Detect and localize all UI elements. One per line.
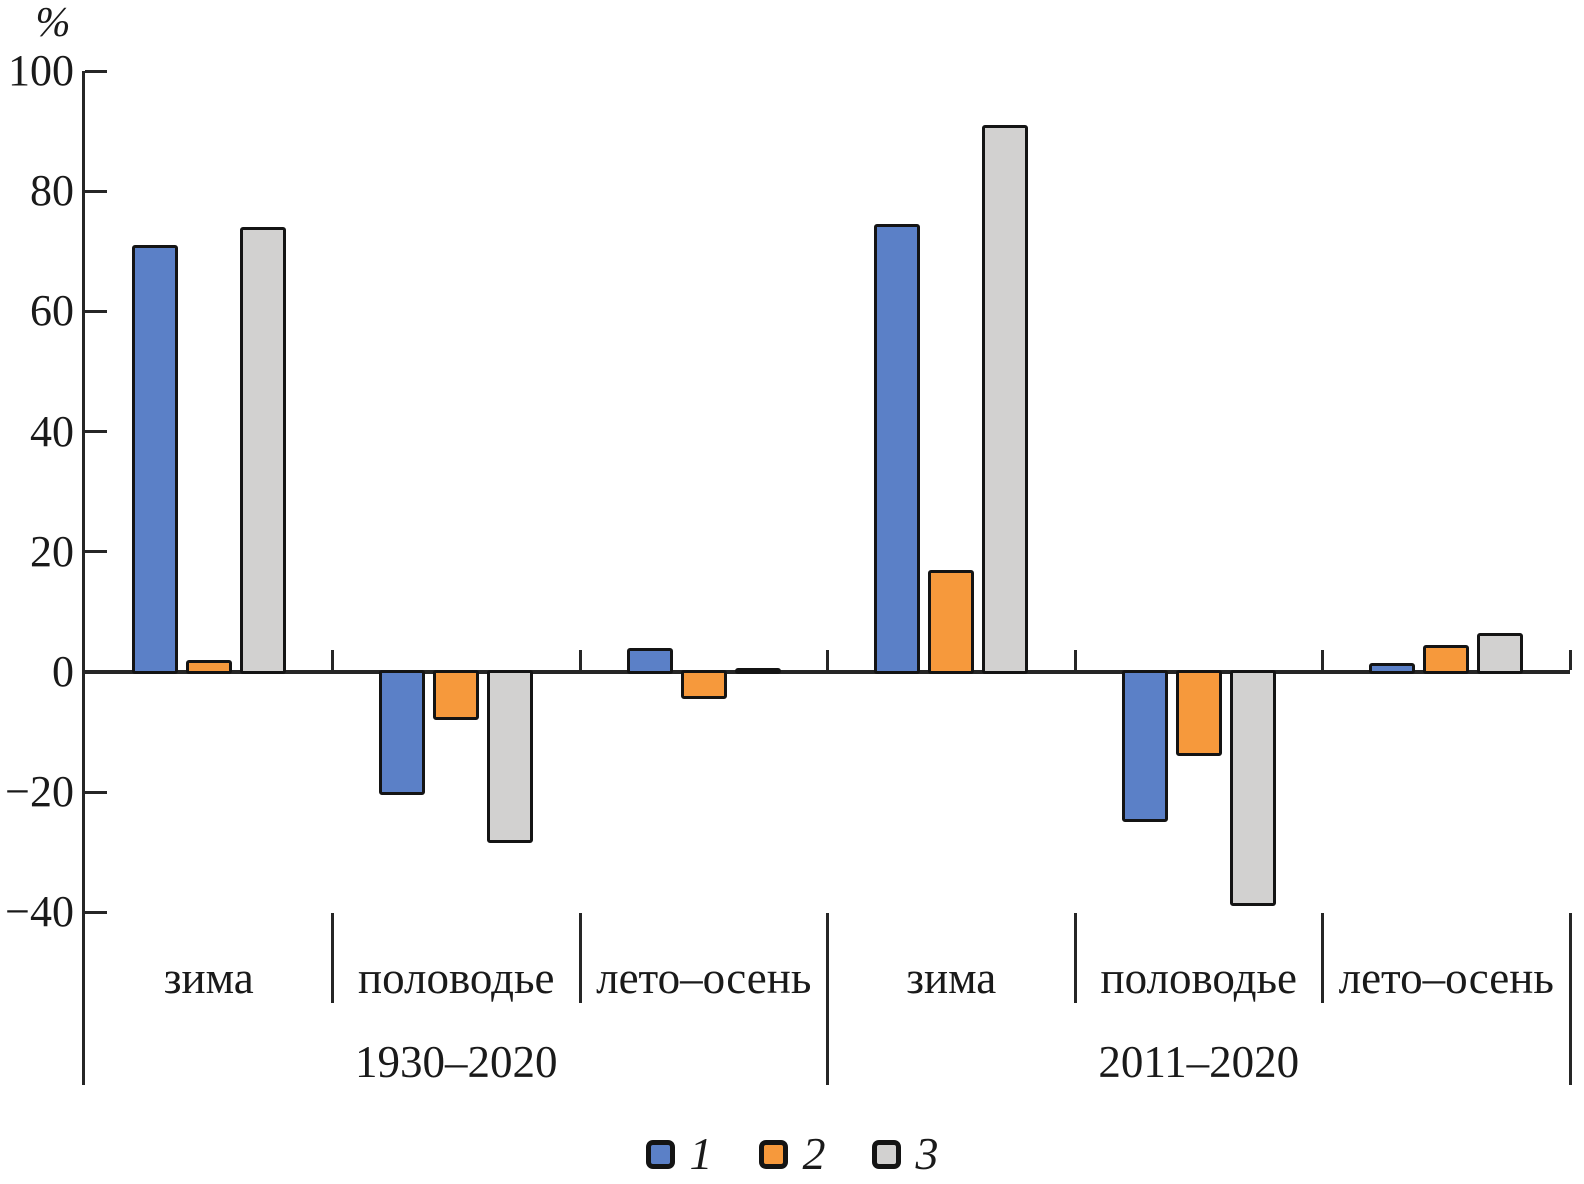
bar-series3-summer-autumn-2011 — [1477, 632, 1524, 674]
chart-legend: 1 2 3 — [0, 1124, 1584, 1184]
legend-item-1: 1 — [645, 1128, 713, 1179]
legend-item-3: 3 — [871, 1128, 939, 1179]
legend-swatch — [758, 1139, 788, 1169]
season-label-flood: половодье — [1100, 953, 1297, 1003]
category-boundary-tick — [1568, 650, 1572, 670]
y-tick-label: 40 — [30, 406, 74, 456]
y-axis-tick — [85, 790, 107, 794]
y-axis-line — [82, 71, 85, 1085]
y-axis-tick — [85, 189, 107, 193]
season-label-winter: зима — [163, 953, 254, 1003]
y-tick-label: −40 — [5, 887, 74, 937]
right-border-line — [1568, 913, 1572, 1085]
bar-series1-summer-autumn-2011 — [1369, 662, 1416, 674]
bar-series2-flood-1930 — [433, 670, 480, 721]
season-separator-line — [1321, 913, 1324, 1003]
legend-swatch — [645, 1139, 675, 1169]
period-separator-line — [826, 913, 829, 1085]
bar-series2-winter-2011 — [928, 569, 975, 674]
y-tick-label: 20 — [30, 526, 74, 576]
y-tick-label: −20 — [5, 767, 74, 817]
bar-series1-flood-2011 — [1121, 670, 1168, 823]
y-tick-label: 0 — [52, 647, 74, 696]
legend-label: 1 — [689, 1128, 713, 1179]
y-axis-tick — [85, 309, 107, 313]
category-boundary-tick — [1321, 650, 1324, 670]
legend-swatch — [871, 1139, 901, 1169]
y-tick-label: 80 — [30, 166, 74, 216]
bar-series3-flood-2011 — [1229, 670, 1276, 907]
bar-series3-winter-1930 — [239, 227, 286, 674]
y-axis-tick — [85, 430, 107, 434]
y-axis-tick — [85, 910, 107, 914]
y-axis-tick — [85, 69, 107, 73]
y-axis-tick — [85, 550, 107, 554]
season-separator-line — [578, 913, 582, 1003]
legend-label: 2 — [802, 1128, 826, 1179]
category-boundary-tick — [578, 650, 582, 670]
y-tick-label: 100 — [8, 46, 74, 95]
season-label-summer-autumn: лето–осень — [1338, 953, 1554, 1003]
bar-series3-summer-autumn-1930 — [734, 667, 781, 674]
bar-series1-winter-1930 — [131, 245, 178, 674]
y-axis-unit-label: % — [35, 0, 71, 46]
bar-series3-winter-2011 — [982, 125, 1029, 674]
zero-axis-line — [82, 670, 1570, 674]
category-boundary-tick — [826, 650, 829, 670]
y-tick-label: 60 — [30, 286, 74, 336]
category-boundary-tick — [331, 650, 334, 670]
season-label-winter: зима — [906, 953, 997, 1003]
category-boundary-tick — [1073, 650, 1077, 670]
legend-item-2: 2 — [758, 1128, 826, 1179]
bar-series2-winter-1930 — [185, 659, 232, 674]
bar-series1-summer-autumn-1930 — [626, 647, 673, 674]
period-label-1930-2020: 1930–2020 — [355, 1037, 558, 1087]
bar-series3-flood-1930 — [487, 670, 534, 844]
bar-series2-summer-autumn-2011 — [1423, 644, 1470, 674]
bar-series2-summer-autumn-1930 — [680, 670, 727, 700]
period-label-2011-2020: 2011–2020 — [1098, 1037, 1300, 1087]
bar-series1-winter-2011 — [874, 224, 921, 674]
bar-series1-flood-1930 — [379, 670, 426, 796]
season-label-summer-autumn: лето–осень — [596, 953, 812, 1003]
bar-series2-flood-2011 — [1175, 670, 1222, 757]
legend-label: 3 — [915, 1128, 939, 1179]
season-label-flood: половодье — [358, 953, 555, 1003]
season-separator-line — [331, 913, 334, 1003]
season-separator-line — [1073, 913, 1077, 1003]
